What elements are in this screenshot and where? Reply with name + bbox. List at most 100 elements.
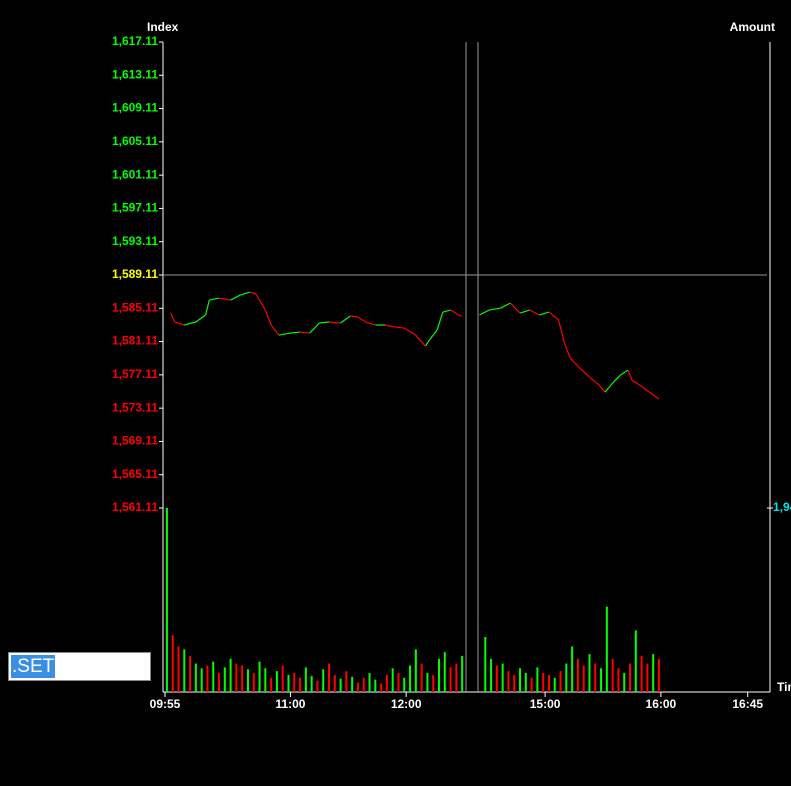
price-segment (365, 321, 376, 326)
volume-bar (339, 678, 342, 692)
price-segment (394, 326, 405, 329)
price-segment (278, 332, 291, 336)
volume-bar (189, 655, 192, 692)
volume-bar (351, 676, 354, 692)
volume-bar (328, 663, 331, 692)
volume-bar (391, 668, 394, 692)
volume-bar (542, 673, 545, 692)
price-segment (548, 311, 559, 321)
volume-bar (241, 665, 244, 692)
volume-bar (495, 665, 498, 692)
price-segment (428, 329, 438, 341)
volume-bar (258, 661, 261, 692)
volume-bar (397, 673, 400, 692)
price-segment (648, 391, 660, 400)
volume-bar (322, 669, 325, 692)
volume-bar (420, 663, 423, 692)
y-tick-label: 1,613.11 (112, 67, 158, 81)
price-segment (300, 331, 310, 334)
x-tick-label: 12:00 (391, 697, 422, 711)
x-tick-label: 15:00 (530, 697, 561, 711)
price-segment (350, 315, 359, 318)
price-segment (357, 316, 366, 323)
x-tick-label: 16:00 (646, 697, 677, 711)
volume-bar (270, 677, 273, 692)
x-tick-label: 09:55 (150, 697, 181, 711)
volume-bar (617, 668, 620, 692)
volume-bar (623, 673, 626, 692)
volume-bar (437, 658, 440, 692)
price-segment (328, 321, 341, 324)
price-segment (489, 307, 501, 311)
y-tick-label: 1,585.11 (112, 300, 158, 314)
price-segment (589, 376, 600, 386)
volume-bar (657, 658, 660, 692)
price-segment (174, 321, 185, 326)
volume-bar (513, 674, 516, 692)
price-segment (558, 319, 565, 344)
volume-bar (536, 667, 539, 692)
volume-bar (287, 674, 290, 692)
volume-bar (646, 663, 649, 692)
price-segment (195, 314, 206, 323)
y-tick-label: 1,617.11 (112, 34, 158, 48)
x-tick-label: 11:00 (275, 697, 305, 711)
volume-bar (582, 665, 585, 692)
y-tick-label: 1,565.11 (112, 467, 158, 481)
y2-axis-title: Amount (730, 20, 775, 34)
y-tick-label: 1,593.11 (112, 234, 158, 248)
volume-bar (547, 674, 550, 692)
price-segment (579, 367, 590, 378)
volume-bar (652, 654, 655, 692)
volume-bar (588, 654, 591, 692)
price-segment (563, 342, 571, 359)
price-segment (290, 331, 301, 334)
price-segment (519, 309, 530, 314)
volume-bar (449, 667, 452, 692)
symbol-input[interactable]: .SET (8, 652, 151, 681)
volume-bar (594, 663, 597, 692)
volume-bar (565, 663, 568, 692)
price-segment (384, 324, 395, 328)
volume-bar (524, 673, 527, 692)
y-tick-label: 1,573.11 (112, 400, 158, 414)
price-segment (539, 311, 550, 316)
volume-bar (611, 658, 614, 692)
volume-bar (206, 665, 209, 692)
volume-bar (229, 658, 232, 692)
volume-bar (310, 675, 313, 692)
y-tick-label: 1,605.11 (112, 134, 158, 148)
price-segment (170, 312, 176, 323)
price-segment (604, 382, 614, 393)
volume-bar (414, 649, 417, 692)
price-segment (259, 299, 266, 311)
price-segment (529, 309, 540, 316)
volume-bar (183, 649, 186, 692)
y-tick-label: 1,609.11 (112, 101, 158, 115)
price-segment (450, 309, 459, 316)
volume-bar (553, 677, 556, 692)
price-segment (240, 291, 251, 296)
y-tick-label: 1,601.11 (112, 167, 158, 181)
volume-bar (304, 667, 307, 692)
x-axis-title: Tim (777, 680, 791, 694)
volume-bar (461, 655, 464, 692)
volume-bar (600, 668, 603, 692)
volume-bar (490, 658, 493, 692)
volume-bar (403, 677, 406, 692)
volume-bar (264, 668, 267, 692)
volume-bar (218, 673, 221, 692)
volume-bar (507, 671, 510, 692)
price-segment (424, 339, 430, 347)
price-segment (509, 302, 521, 314)
volume-bar (629, 663, 632, 692)
volume-bar (281, 665, 284, 692)
symbol-text: .SET (11, 655, 56, 678)
volume-bar (640, 655, 643, 692)
price-segment (255, 293, 261, 301)
price-segment (569, 357, 581, 369)
volume-bar (345, 671, 348, 692)
volume-bar (530, 677, 533, 692)
volume-bar (171, 635, 174, 692)
